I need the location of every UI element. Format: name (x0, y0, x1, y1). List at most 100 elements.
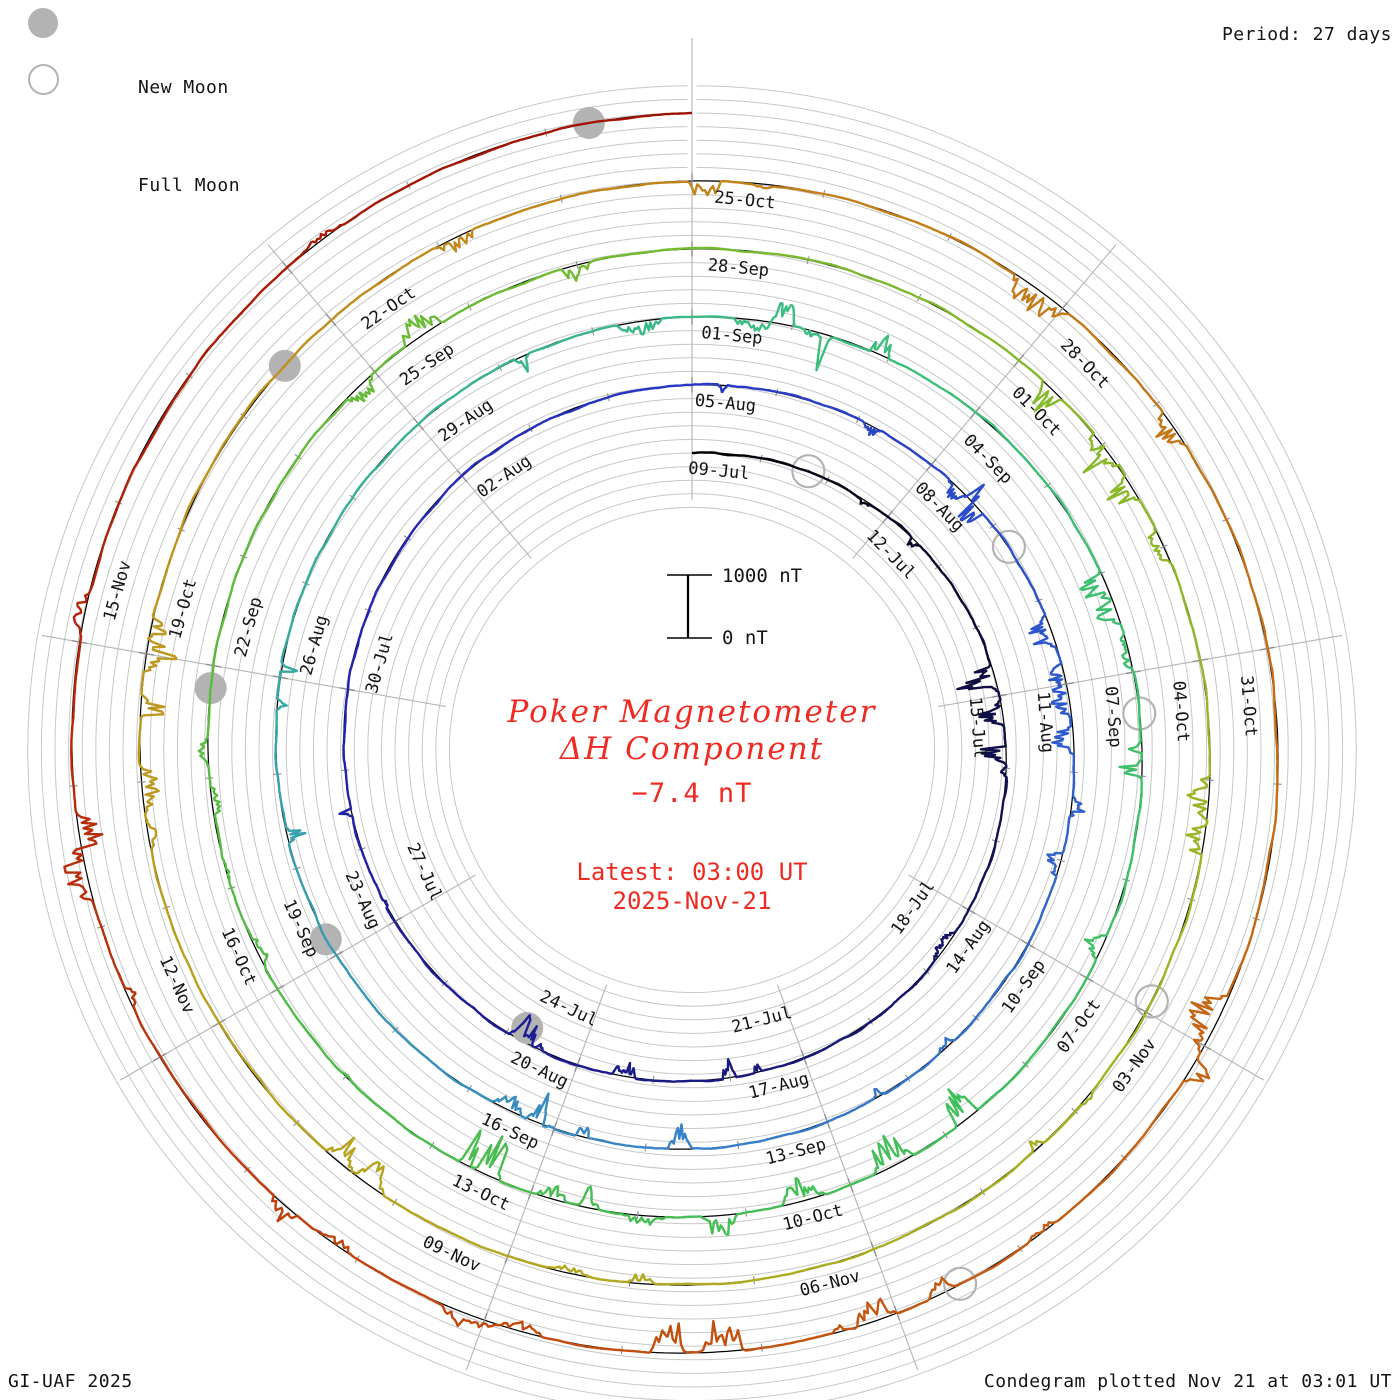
delta-h-trace-segment (434, 488, 449, 507)
delta-h-trace-segment (440, 307, 466, 324)
delta-h-trace-segment (849, 1173, 875, 1186)
delta-h-trace-segment (286, 240, 313, 269)
date-label: 31-Oct (1236, 675, 1261, 738)
delta-h-trace-segment (489, 285, 517, 298)
delta-h-trace-segment (1050, 694, 1070, 716)
day-tick (575, 260, 579, 269)
delta-h-trace-segment (470, 1005, 487, 1020)
delta-h-trace-segment (515, 274, 543, 288)
delta-h-trace-segment (1049, 652, 1063, 676)
delta-h-trace-segment (795, 1125, 818, 1134)
delta-h-trace-segment (754, 184, 788, 190)
delta-h-trace-segment (836, 1033, 854, 1043)
delta-h-trace-segment (158, 563, 171, 594)
delta-h-trace-segment (1096, 1060, 1116, 1086)
delta-h-trace-segment (161, 897, 174, 928)
new-moon-label: New Moon (138, 77, 229, 98)
delta-h-trace-segment (1119, 363, 1144, 389)
delta-h-trace-segment (368, 1000, 386, 1020)
delta-h-trace-segment (357, 622, 366, 642)
full-moon-marker (991, 529, 1027, 564)
delta-h-trace-segment (102, 931, 116, 966)
delta-h-trace-segment (311, 223, 344, 244)
delta-h-trace-segment (951, 584, 962, 601)
delta-h-trace-segment (1036, 904, 1047, 926)
delta-h-trace-segment (1249, 585, 1263, 617)
delta-h-trace-segment (260, 266, 288, 293)
grid-sub-ring (448, 506, 936, 994)
delta-h-trace-segment (536, 1263, 568, 1271)
delta-h-trace-segment (393, 921, 407, 939)
delta-h-trace-segment (851, 492, 867, 505)
delta-h-trace-segment (978, 868, 989, 886)
delta-h-trace-segment (257, 499, 274, 524)
delta-h-trace-segment (720, 384, 744, 394)
delta-h-trace-segment (338, 795, 353, 817)
delta-h-trace-segment (666, 1322, 701, 1354)
delta-h-trace-segment (171, 926, 186, 956)
delta-h-trace-segment (906, 531, 920, 548)
delta-h-trace-segment (919, 1136, 943, 1153)
delta-h-trace-segment (716, 315, 742, 325)
moon-legend: New Moon Full Moon (70, 10, 240, 248)
delta-h-trace-segment (476, 451, 495, 464)
delta-h-trace-segment (72, 590, 92, 624)
delta-h-trace-segment (1132, 821, 1139, 848)
delta-h-trace-segment (1119, 623, 1127, 650)
delta-h-trace-segment (550, 335, 574, 347)
delta-h-trace-segment (348, 814, 357, 835)
delta-h-trace-segment (674, 111, 693, 115)
delta-h-trace-segment (664, 1123, 688, 1150)
delta-h-trace-segment (1237, 939, 1252, 972)
delta-h-trace-segment (420, 504, 436, 521)
delta-h-trace-segment (883, 343, 904, 367)
delta-h-trace-segment (844, 267, 872, 280)
delta-h-trace-segment (342, 757, 348, 777)
delta-h-trace-segment (392, 431, 411, 450)
delta-h-trace-segment (597, 185, 629, 192)
delta-h-trace-segment (1032, 634, 1059, 654)
date-label: 18-Jul (887, 877, 939, 939)
delta-h-trace-segment (470, 1135, 509, 1170)
delta-h-trace-segment (902, 364, 926, 379)
delta-h-trace-segment (817, 260, 846, 270)
delta-h-trace-segment (167, 534, 181, 565)
delta-h-trace-segment (990, 1167, 1016, 1188)
delta-h-trace-segment (732, 1328, 768, 1352)
delta-h-trace-segment (1067, 799, 1086, 823)
delta-h-trace-segment (347, 1251, 378, 1272)
delta-h-trace-segment (303, 564, 315, 588)
delta-h-trace-segment (224, 866, 235, 893)
date-label: 30-Jul (362, 631, 398, 696)
delta-h-trace-segment (1273, 713, 1279, 747)
delta-h-trace-segment (599, 1347, 634, 1353)
delta-h-trace-segment (971, 885, 982, 903)
delta-h-trace-segment (638, 112, 675, 118)
delta-h-trace-segment (309, 903, 321, 926)
delta-h-trace-segment (837, 1106, 858, 1119)
delta-h-trace-segment (842, 410, 862, 422)
full-moon-marker (1134, 984, 1169, 1019)
delta-h-trace-segment (275, 700, 288, 724)
delta-h-trace-segment (360, 466, 379, 486)
delta-h-trace-segment (274, 723, 278, 748)
delta-h-trace-segment (455, 993, 472, 1008)
delta-h-trace-segment (452, 1078, 474, 1092)
day-tick (1056, 858, 1065, 863)
delta-h-trace-segment (262, 1083, 284, 1110)
delta-h-trace-segment (702, 382, 724, 394)
delta-h-trace-segment (235, 397, 256, 425)
delta-h-trace-segment (1130, 1011, 1148, 1039)
delta-h-trace-segment (434, 1063, 454, 1081)
delta-h-trace-segment (995, 261, 1019, 294)
delta-h-trace-segment (895, 988, 912, 1002)
delta-h-trace-segment (802, 1262, 832, 1272)
delta-h-trace-segment (350, 1160, 385, 1180)
delta-h-trace-segment (464, 373, 487, 389)
delta-h-trace-segment (816, 1116, 838, 1128)
delta-h-trace-segment (752, 1136, 775, 1144)
date-label: 22-Sep (231, 595, 267, 660)
delta-h-trace-segment (264, 965, 279, 990)
delta-h-trace-segment (408, 414, 428, 434)
delta-h-trace-segment (871, 1134, 892, 1176)
